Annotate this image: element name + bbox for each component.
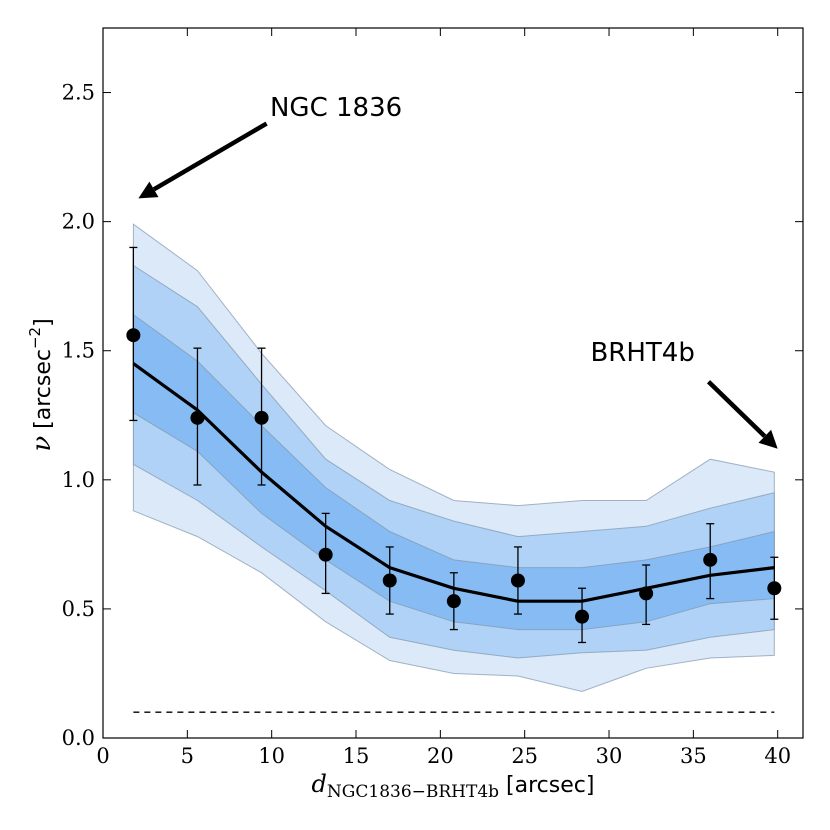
x-tick-label: 10 <box>258 744 285 768</box>
y-axis-exponent: −2 <box>26 327 44 349</box>
x-axis-subscript: NGC1836−BRHT4b <box>327 782 499 802</box>
x-tick-label: 20 <box>427 744 454 768</box>
annotation-label: BRHT4b <box>590 338 694 368</box>
data-points <box>126 246 782 644</box>
annotation-arrow-shaft <box>152 121 268 192</box>
y-axis-unit: [arcsec <box>31 349 56 436</box>
data-point <box>767 581 782 596</box>
data-point <box>703 552 718 567</box>
annotations: NGC 1836 BRHT4b <box>138 93 778 449</box>
y-axis-symbol: ν <box>27 436 57 452</box>
annotation: NGC 1836 <box>138 93 402 199</box>
data-point <box>575 609 590 624</box>
annotation-arrow-head <box>138 181 159 199</box>
data-point-group <box>318 512 333 595</box>
y-axis-close: ] <box>31 318 56 327</box>
x-tick-label: 35 <box>680 744 707 768</box>
data-point <box>446 594 461 609</box>
y-axis-label: ν [arcsec−2] <box>26 318 57 451</box>
y-tick-label: 0.0 <box>62 726 95 750</box>
x-axis-label: dNGC1836−BRHT4b [arcsec] <box>312 770 595 802</box>
data-point-group <box>126 246 141 422</box>
data-point-group <box>703 523 718 600</box>
band-middle <box>132 264 775 659</box>
x-tick-label: 30 <box>596 744 623 768</box>
x-tick-label: 5 <box>181 744 194 768</box>
data-point <box>190 410 205 425</box>
data-point <box>639 586 654 601</box>
x-axis-unit: [arcsec] <box>499 773 594 798</box>
y-tick-label: 1.5 <box>62 339 95 363</box>
x-tick-label: 15 <box>343 744 370 768</box>
y-tick-label: 2.5 <box>62 81 95 105</box>
data-point <box>126 328 141 343</box>
y-tick-label: 0.5 <box>62 597 95 621</box>
x-tick-label: 0 <box>96 744 109 768</box>
data-point-group <box>510 546 525 615</box>
data-point-group <box>190 347 205 486</box>
data-point <box>318 547 333 562</box>
x-tick-label: 40 <box>764 744 791 768</box>
y-tick-label: 2.0 <box>62 210 95 234</box>
annotation-arrow-shaft <box>706 380 767 438</box>
data-point-group <box>254 347 269 486</box>
y-tick-label: 1.0 <box>62 468 95 492</box>
axis-ticks: 0 5 10 15 20 25 30 35 40 0.0 0.5 1.0 1.5 2.0 2.5 <box>62 28 803 768</box>
annotation-arrow-head <box>758 429 778 449</box>
x-tick-label: 25 <box>511 744 538 768</box>
annotation: BRHT4b <box>590 338 778 449</box>
data-point-group <box>639 564 654 626</box>
annotation-label: NGC 1836 <box>270 93 402 123</box>
data-point <box>510 573 525 588</box>
data-point-group <box>575 587 590 644</box>
data-point <box>382 573 397 588</box>
data-point-group <box>446 572 461 631</box>
data-point-group <box>767 556 782 620</box>
data-point <box>254 410 269 425</box>
data-point-group <box>382 546 397 615</box>
plot-frame <box>102 27 804 739</box>
x-axis-symbol: d <box>312 770 327 798</box>
